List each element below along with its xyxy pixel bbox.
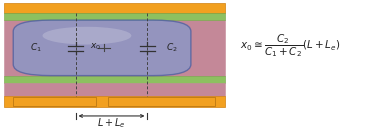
Bar xyxy=(4,20,225,76)
Bar xyxy=(4,96,225,107)
Text: $C_2$: $C_2$ xyxy=(166,42,178,54)
Text: $x_0 \cong \dfrac{C_2}{C_1+C_2}(L+L_e)$: $x_0 \cong \dfrac{C_2}{C_1+C_2}(L+L_e)$ xyxy=(240,32,341,59)
Bar xyxy=(4,83,225,96)
Bar xyxy=(4,76,225,83)
Bar xyxy=(13,97,96,106)
Bar xyxy=(4,13,225,20)
Text: $C_1$: $C_1$ xyxy=(30,42,42,54)
Bar xyxy=(108,97,215,106)
FancyBboxPatch shape xyxy=(13,20,191,76)
Bar xyxy=(4,3,225,13)
Text: $x_0$: $x_0$ xyxy=(90,42,101,52)
Ellipse shape xyxy=(42,27,132,45)
Text: $L + L_e$: $L + L_e$ xyxy=(97,116,126,130)
